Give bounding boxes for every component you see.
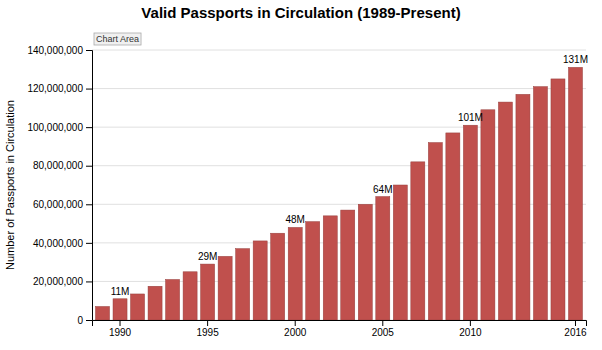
bar bbox=[113, 299, 127, 320]
x-tick: 2000 bbox=[284, 320, 307, 338]
data-label: 48M bbox=[285, 214, 304, 225]
grid-line bbox=[92, 50, 586, 51]
annotation-box bbox=[94, 33, 141, 45]
bar bbox=[341, 210, 355, 320]
data-label: 29M bbox=[198, 251, 217, 262]
y-axis-title: Number of Passports in Circulation bbox=[4, 100, 16, 270]
y-tick-mark bbox=[86, 50, 92, 51]
y-tick: 100,000,000 bbox=[27, 122, 92, 133]
data-label: 131M bbox=[563, 54, 588, 65]
x-tick-mark bbox=[575, 320, 576, 326]
bar bbox=[463, 125, 477, 320]
bar bbox=[393, 185, 407, 320]
data-label: 11M bbox=[111, 286, 130, 297]
x-axis: 1990 1995 2000 2005 2010 2016 bbox=[93, 320, 588, 338]
x-tick-label: 2005 bbox=[372, 327, 395, 338]
data-label: 101M bbox=[458, 112, 483, 123]
x-tick-mark bbox=[120, 320, 121, 326]
y-tick-label: 40,000,000 bbox=[33, 238, 83, 249]
data-label: 64M bbox=[373, 184, 392, 195]
x-axis-line bbox=[93, 321, 587, 327]
y-tick-mark bbox=[86, 243, 92, 244]
x-tick: 1995 bbox=[196, 320, 219, 338]
x-tick: 2016 bbox=[564, 320, 587, 338]
x-tick: 1990 bbox=[109, 320, 132, 338]
y-tick-label: 20,000,000 bbox=[33, 276, 83, 287]
y-tick-label: 60,000,000 bbox=[33, 199, 83, 210]
x-tick-label: 2010 bbox=[459, 327, 482, 338]
y-axis-line bbox=[86, 51, 93, 321]
data-labels: 11M 29M 48M 64M 101M 131M bbox=[111, 54, 588, 296]
bar bbox=[218, 256, 232, 320]
title: Valid Passports in Circulation (1989-Pre… bbox=[141, 4, 460, 21]
y-tick-mark bbox=[86, 89, 92, 90]
y-tick-label: 80,000,000 bbox=[33, 160, 83, 171]
y-tick: 40,000,000 bbox=[33, 238, 92, 249]
bar bbox=[148, 286, 162, 320]
bar bbox=[481, 110, 495, 320]
plot-area bbox=[96, 67, 583, 320]
bar bbox=[96, 307, 110, 321]
chart: 1990 1995 2000 2005 2010 2016 0 20,000,000 40,00… bbox=[0, 0, 602, 350]
x-tick-label: 2016 bbox=[564, 327, 587, 338]
x-tick: 2010 bbox=[459, 320, 482, 338]
bar bbox=[253, 241, 267, 320]
y-tick-mark bbox=[86, 320, 92, 321]
bar bbox=[568, 67, 582, 320]
x-tick-label: 2000 bbox=[284, 327, 307, 338]
y-tick: 0 bbox=[77, 315, 92, 326]
bar bbox=[358, 204, 372, 320]
annotation-text: Chart Area bbox=[96, 34, 139, 44]
y-axis: 0 20,000,000 40,000,000 60,000,000 80,000,00… bbox=[27, 45, 92, 326]
x-tick-mark bbox=[207, 320, 208, 326]
bar bbox=[411, 162, 425, 320]
bar bbox=[498, 102, 512, 320]
x-tick-label: 1990 bbox=[109, 327, 132, 338]
bar bbox=[376, 197, 390, 320]
bar bbox=[183, 272, 197, 320]
y-tick-label: 100,000,000 bbox=[27, 122, 83, 133]
x-tick-mark bbox=[470, 320, 471, 326]
bar bbox=[166, 280, 180, 321]
bar bbox=[201, 264, 215, 320]
y-tick-mark bbox=[86, 204, 92, 205]
y-tick-mark bbox=[86, 127, 92, 128]
y-tick-mark bbox=[86, 166, 92, 167]
bar bbox=[533, 87, 547, 320]
bar bbox=[551, 79, 565, 320]
x-tick-mark bbox=[382, 320, 383, 326]
x-tick: 2005 bbox=[372, 320, 395, 338]
y-tick: 140,000,000 bbox=[27, 45, 92, 56]
y-tick: 80,000,000 bbox=[33, 160, 92, 171]
y-tick-mark bbox=[86, 281, 92, 282]
bar bbox=[516, 94, 530, 320]
bar bbox=[236, 249, 250, 320]
y-tick: 120,000,000 bbox=[27, 83, 92, 94]
bar bbox=[428, 143, 442, 320]
bar bbox=[323, 216, 337, 320]
bar bbox=[131, 294, 145, 320]
bar bbox=[446, 133, 460, 320]
y-tick: 60,000,000 bbox=[33, 199, 92, 210]
bar bbox=[288, 227, 302, 320]
y-tick-label: 140,000,000 bbox=[27, 45, 83, 56]
y-tick: 20,000,000 bbox=[33, 276, 92, 287]
grid bbox=[92, 50, 586, 320]
y-tick-label: 0 bbox=[77, 315, 83, 326]
grid-line bbox=[92, 88, 586, 89]
y-tick-label: 120,000,000 bbox=[27, 83, 83, 94]
x-tick-mark bbox=[295, 320, 296, 326]
bar bbox=[306, 222, 320, 320]
bar bbox=[271, 233, 285, 320]
x-tick-label: 1995 bbox=[196, 327, 219, 338]
annotation: Chart Area bbox=[94, 33, 141, 45]
